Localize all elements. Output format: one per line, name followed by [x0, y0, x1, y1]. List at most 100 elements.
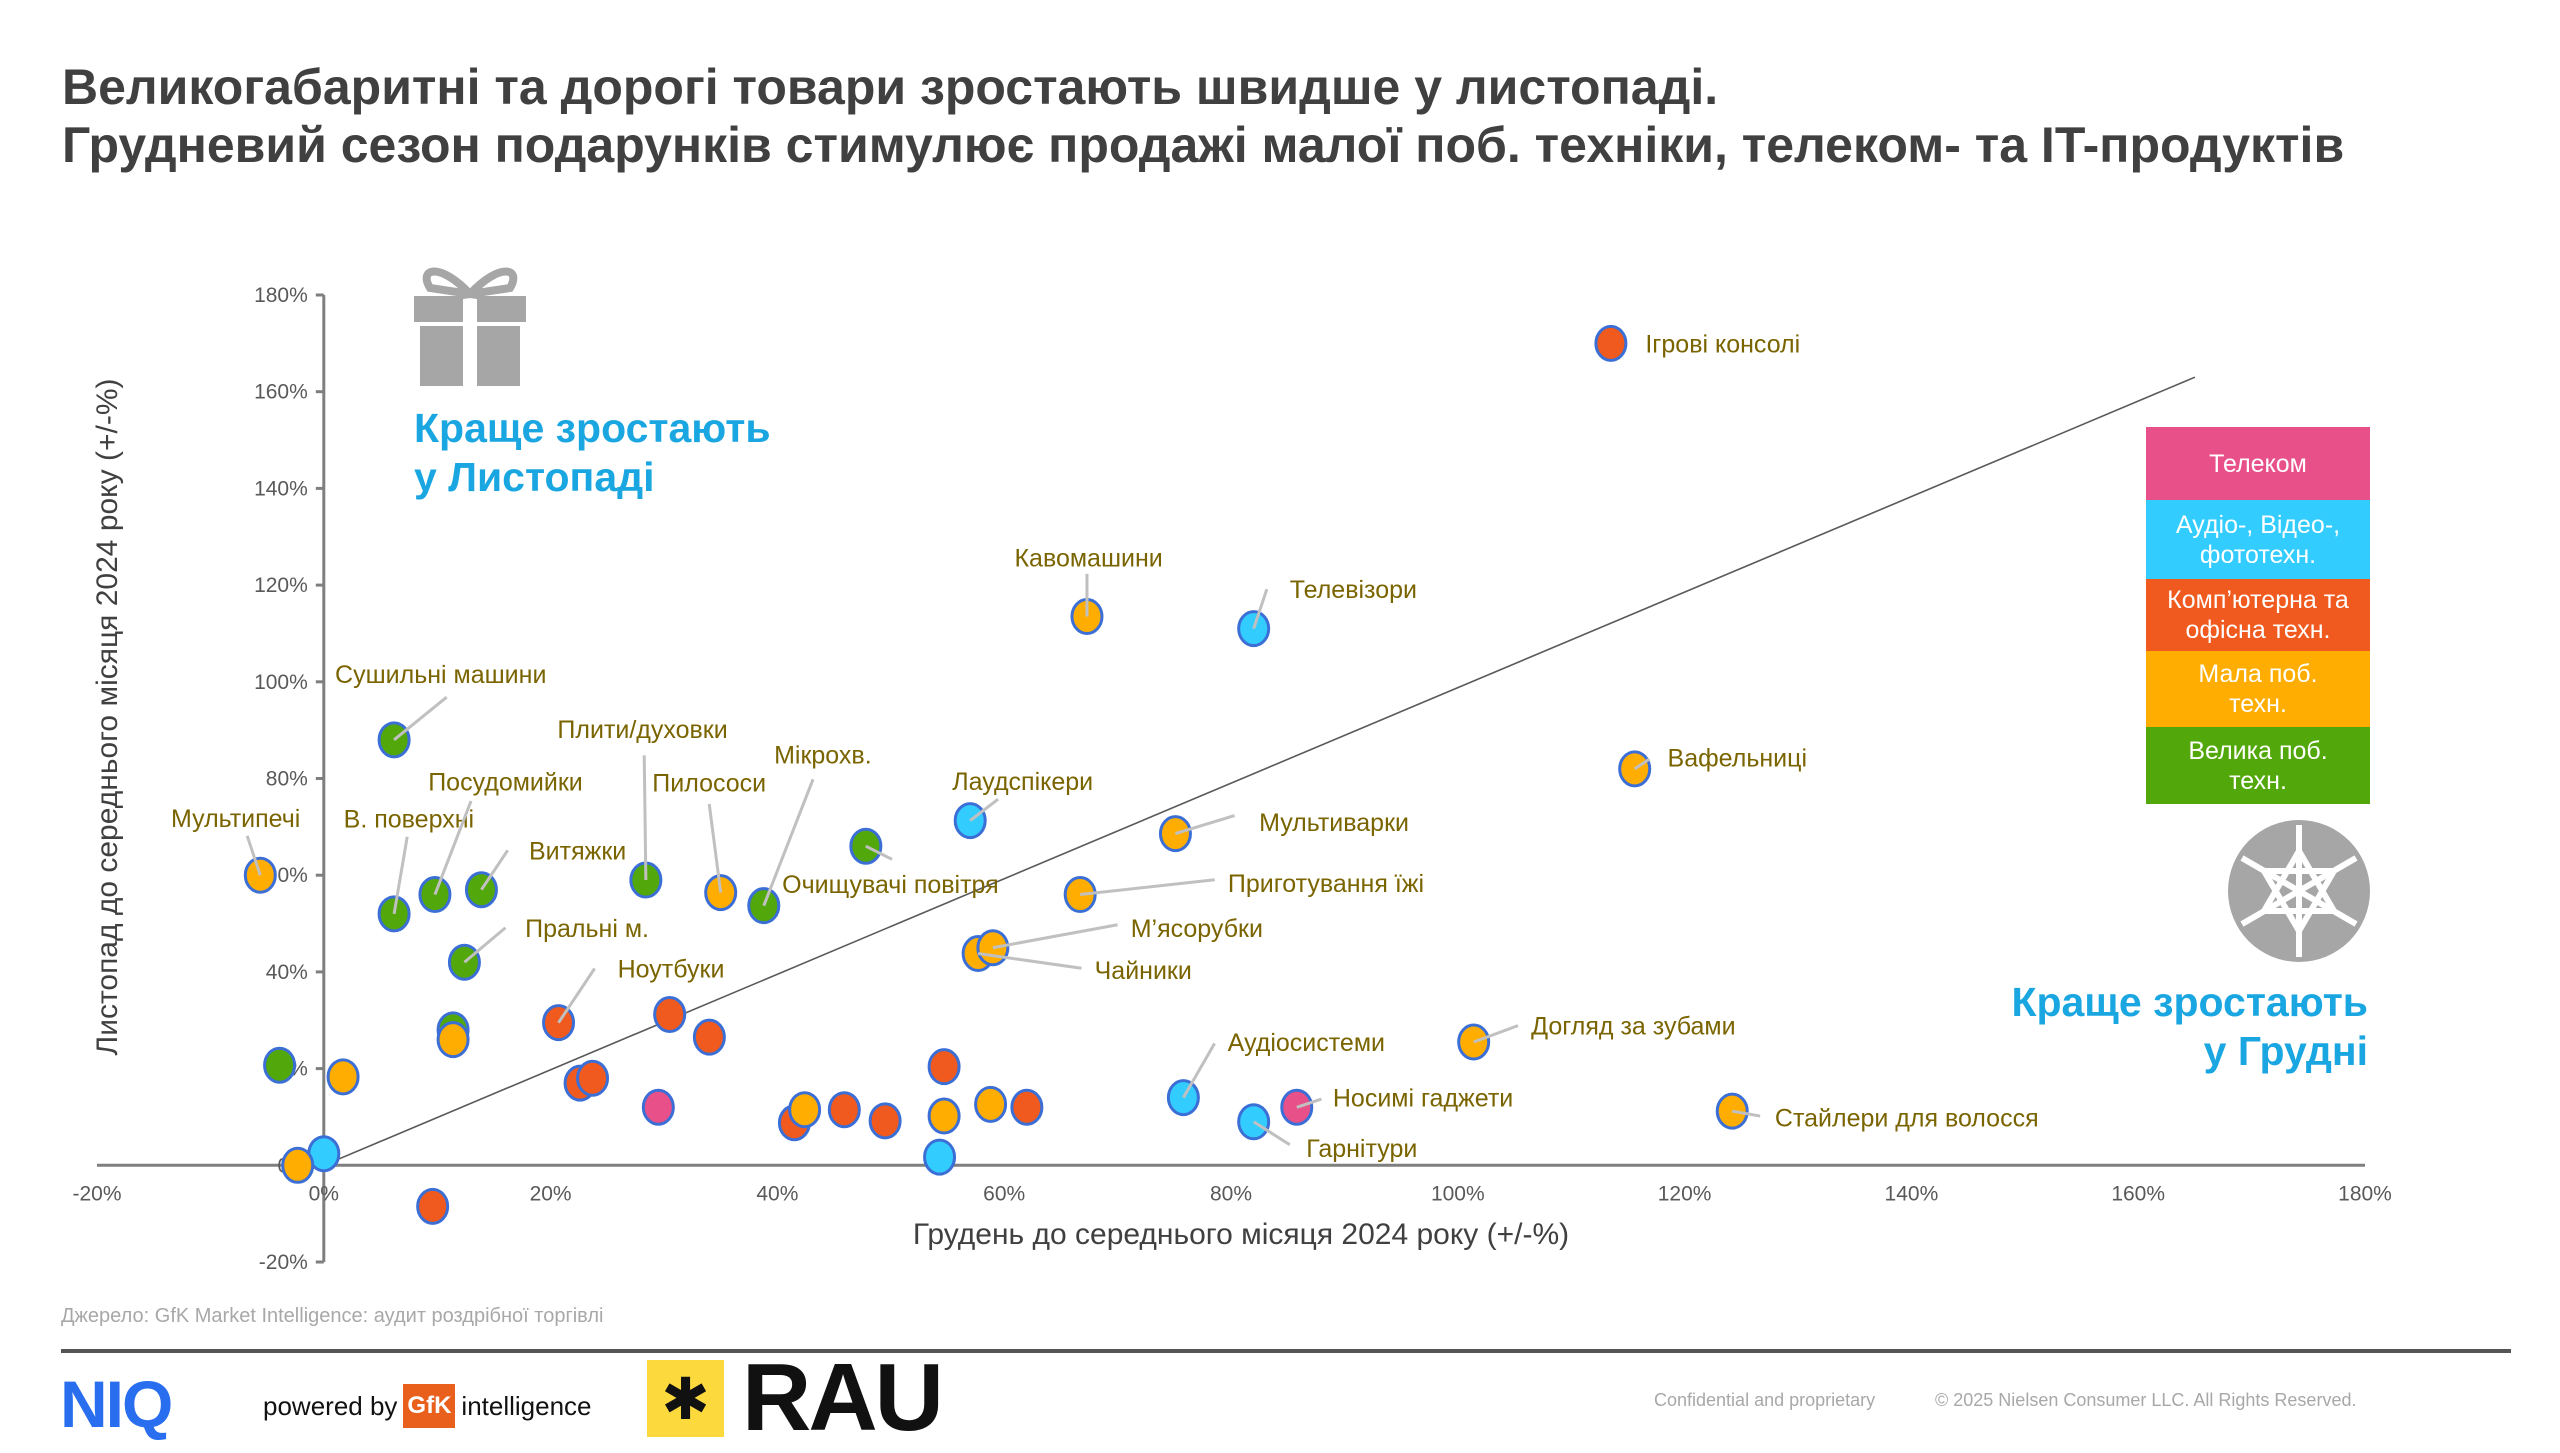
- leader-line: [557, 967, 596, 1024]
- data-point-small: [281, 1146, 315, 1184]
- leader-line: [1633, 757, 1651, 771]
- data-label: Очищувачі повітря: [782, 871, 999, 899]
- data-label: Вафельниці: [1668, 744, 1807, 772]
- data-label: Ігрові консолі: [1645, 330, 1800, 358]
- data-point-computer: [692, 1018, 726, 1056]
- data-label: Кавомашини: [1014, 544, 1162, 572]
- confidential-note: Confidential and proprietary: [1654, 1390, 1876, 1410]
- data-point-computer: [827, 1091, 861, 1129]
- title-line-2: Грудневий сезон подарунків стимулює прод…: [62, 117, 2345, 173]
- leader-line: [762, 778, 815, 907]
- x-tick-label: 140%: [1885, 1182, 1939, 1205]
- leader-line: [480, 849, 509, 891]
- copyright-note: © 2025 Nielsen Consumer LLC. All Rights …: [1935, 1390, 2357, 1410]
- leader-line: [865, 844, 893, 861]
- rau-logo: RAU: [742, 1344, 944, 1451]
- x-tick-label: 100%: [1431, 1182, 1485, 1205]
- data-label: Мультиварки: [1259, 809, 1409, 837]
- data-label: Сушильні машини: [335, 661, 546, 689]
- data-point-audio: [923, 1138, 957, 1176]
- data-label: Стайлери для волосся: [1775, 1105, 2039, 1133]
- gift-icon: [414, 267, 526, 386]
- gfk-logo: GfK: [403, 1384, 456, 1428]
- chart-legend: Телеком Аудіо-, Відео-, фототехн. Комп’ю…: [2146, 427, 2370, 804]
- data-label: Витяжки: [529, 837, 626, 865]
- y-tick-label: 180%: [254, 284, 308, 307]
- x-tick-label: -20%: [72, 1182, 121, 1205]
- gfk-powered-by: powered by GfK intelligence: [263, 1384, 592, 1428]
- y-tick-label: 100%: [254, 671, 308, 694]
- leader-line: [433, 800, 473, 896]
- data-point-computer: [653, 995, 687, 1033]
- leader-line: [1252, 1120, 1291, 1147]
- november-callout-line-2: у Листопаді: [414, 454, 655, 500]
- data-label: Пральні м.: [525, 915, 649, 943]
- data-point-telecom: [641, 1088, 675, 1126]
- data-label: Догляд за зубами: [1531, 1013, 1735, 1041]
- x-tick-label: 0%: [309, 1182, 339, 1205]
- legend-item-small: Мала поб. техн.: [2146, 651, 2370, 727]
- leader-line: [1182, 1042, 1216, 1099]
- y-tick-label: 160%: [254, 381, 308, 404]
- data-label: Мультипечі: [171, 805, 300, 833]
- data-label: Мікрохв.: [774, 742, 872, 770]
- data-label: Лаудспікери: [952, 768, 1093, 796]
- data-point-small: [326, 1058, 360, 1096]
- x-tick-label: 180%: [2338, 1182, 2392, 1205]
- data-label: Носимі гаджети: [1333, 1084, 1513, 1112]
- leader-line: [1174, 814, 1235, 836]
- data-point-computer: [416, 1187, 450, 1225]
- data-label: Аудіосистеми: [1228, 1029, 1385, 1057]
- leader-line: [642, 755, 648, 881]
- source-note: Джерело: GfK Market Intelligence: аудит …: [61, 1305, 604, 1327]
- leader-line: [1296, 1097, 1322, 1109]
- data-label: Телевізори: [1290, 576, 1417, 604]
- x-tick-label: 120%: [1658, 1182, 1712, 1205]
- data-label: Посудомийки: [428, 768, 583, 796]
- leader-line: [1731, 1109, 1761, 1118]
- data-label: М’ясорубки: [1131, 915, 1263, 943]
- data-label: Гарнітури: [1306, 1135, 1417, 1163]
- leader-line: [245, 835, 262, 876]
- niq-logo: NIQ: [60, 1367, 173, 1441]
- december-callout: Краще зростають у Грудні: [2011, 978, 2368, 1076]
- x-tick-label: 160%: [2111, 1182, 2165, 1205]
- november-callout-line-1: Краще зростають: [414, 405, 771, 451]
- x-tick-label: 60%: [983, 1182, 1025, 1205]
- leader-line: [977, 952, 1082, 970]
- data-point-small: [927, 1097, 961, 1135]
- data-point-computer: [1010, 1088, 1044, 1126]
- snowflake-icon: [2228, 820, 2370, 962]
- leader-line: [1473, 1024, 1519, 1044]
- leader-line: [992, 923, 1118, 950]
- data-label: Чайники: [1095, 957, 1192, 985]
- leader-line: [707, 803, 723, 893]
- leader-line: [1252, 588, 1269, 630]
- data-label: Ноутбуки: [618, 956, 725, 984]
- data-label: В. поверхні: [344, 806, 474, 834]
- data-point-small: [974, 1085, 1008, 1123]
- y-tick-label: 40%: [266, 961, 308, 984]
- y-tick-label: 60%: [266, 864, 308, 887]
- x-tick-label: 80%: [1210, 1182, 1252, 1205]
- leader-line: [1080, 878, 1215, 897]
- rau-star-icon: ✱: [647, 1360, 724, 1437]
- y-tick-label: 120%: [254, 574, 308, 597]
- legend-item-large: Велика поб. техн.: [2146, 727, 2370, 804]
- y-axis-title: Листопад до середнього місяця 2024 року …: [91, 379, 124, 1056]
- title-line-1: Великогабаритні та дорогі товари зростаю…: [62, 59, 1719, 115]
- x-axis-title: Грудень до середнього місяця 2024 року (…: [913, 1218, 1569, 1251]
- y-tick-label: -20%: [259, 1251, 308, 1274]
- data-point-computer: [1594, 324, 1628, 362]
- y-tick-label: 80%: [266, 768, 308, 791]
- data-label: Приготування їжі: [1228, 870, 1424, 898]
- november-callout: Краще зростають у Листопаді: [414, 404, 771, 502]
- leader-line: [463, 926, 507, 964]
- data-label: Плити/духовки: [557, 716, 727, 744]
- y-tick-label: 140%: [254, 477, 308, 500]
- x-tick-label: 20%: [530, 1182, 572, 1205]
- slide-title: Великогабаритні та дорогі товари зростаю…: [62, 58, 2344, 174]
- powered-by-text: powered by: [263, 1390, 398, 1421]
- data-point-small: [788, 1091, 822, 1129]
- december-callout-line-2: у Грудні: [2203, 1028, 2368, 1074]
